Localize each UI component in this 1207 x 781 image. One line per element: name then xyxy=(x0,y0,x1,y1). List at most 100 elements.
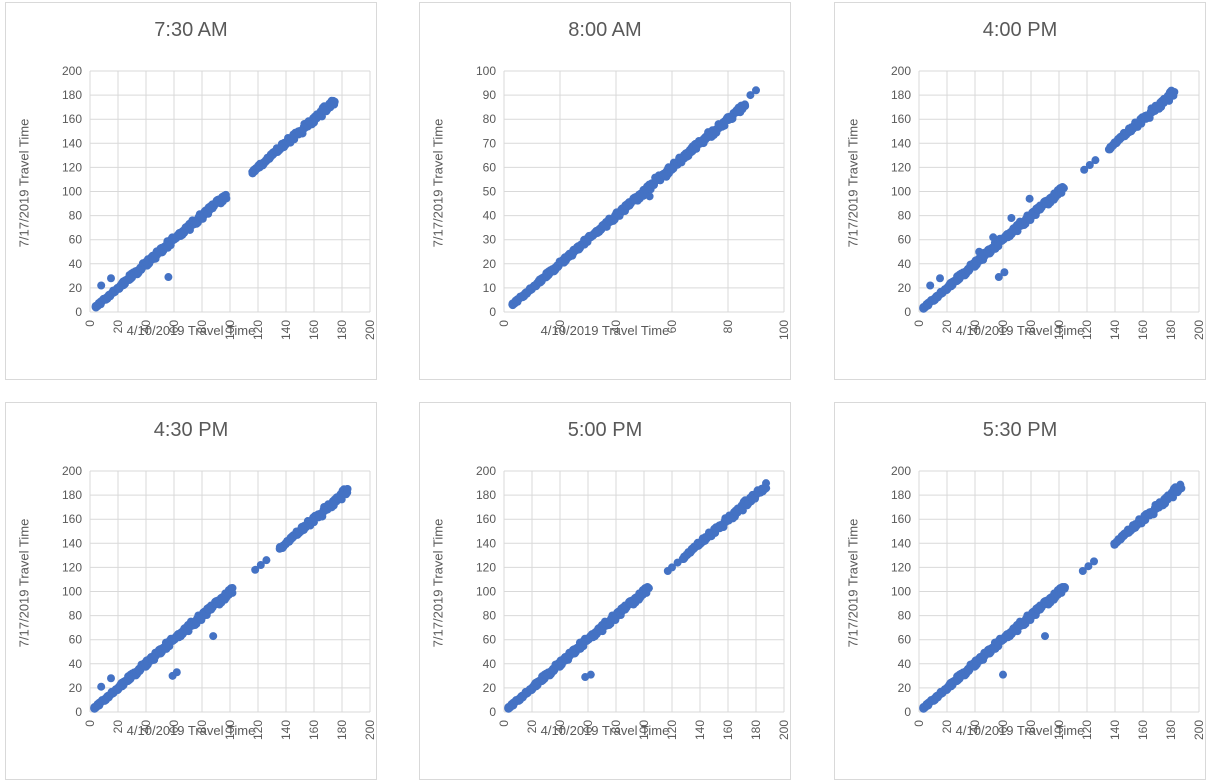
x-axis-label: 4/10/2019 Travel Time xyxy=(955,723,1085,738)
chart-title: 5:30 PM xyxy=(982,419,1058,441)
y-tick-label: 30 xyxy=(483,233,497,247)
data-point xyxy=(1025,194,1034,203)
x-tick-label: 80 xyxy=(195,720,209,734)
x-tick-label: 80 xyxy=(609,720,623,734)
x-tick-label: 200 xyxy=(1192,320,1206,340)
y-tick-label: 180 xyxy=(62,88,82,102)
x-tick-label: 140 xyxy=(279,720,293,740)
data-point xyxy=(1091,156,1100,165)
x-tick-label: 120 xyxy=(665,720,679,740)
y-tick-label: 160 xyxy=(891,512,911,526)
x-tick-label: 200 xyxy=(363,320,377,340)
x-tick-label: 160 xyxy=(1136,720,1150,740)
data-point xyxy=(1060,584,1069,593)
x-tick-label: 60 xyxy=(665,320,679,334)
x-tick-label: 80 xyxy=(1024,720,1038,734)
data-point xyxy=(251,565,260,574)
y-tick-label: 40 xyxy=(898,657,912,671)
x-tick-label: 0 xyxy=(912,320,926,327)
x-tick-label: 180 xyxy=(749,720,763,740)
y-tick-label: 100 xyxy=(62,585,82,599)
y-tick-label: 120 xyxy=(891,560,911,574)
x-tick-label: 20 xyxy=(940,720,954,734)
y-tick-label: 40 xyxy=(898,257,912,271)
chart-panel: 4:30 PM 4/10/2019 Travel Time 7/17/2019 Tr… xyxy=(5,402,377,780)
x-tick-label: 40 xyxy=(968,720,982,734)
x-axis-label: 4/10/2019 Travel Time xyxy=(126,323,256,338)
data-point xyxy=(936,274,944,283)
y-tick-label: 200 xyxy=(891,64,911,78)
x-tick-label: 80 xyxy=(195,320,209,334)
y-tick-label: 0 xyxy=(75,305,82,319)
y-tick-label: 60 xyxy=(483,633,497,647)
x-tick-label: 140 xyxy=(1108,720,1122,740)
x-tick-label: 20 xyxy=(940,320,954,334)
y-tick-label: 160 xyxy=(62,112,82,126)
scatter-plot: 0 20 40 60 80 100 120 140 160 180 200 0 20 40 60 80 100 1… xyxy=(891,64,1206,340)
x-tick-label: 0 xyxy=(497,320,511,327)
y-tick-label: 140 xyxy=(62,136,82,150)
y-tick-label: 70 xyxy=(483,136,497,150)
data-point xyxy=(994,273,1003,282)
y-tick-label: 200 xyxy=(62,464,82,478)
data-point xyxy=(343,488,352,497)
x-tick-label: 20 xyxy=(553,320,567,334)
y-tick-label: 0 xyxy=(904,305,911,319)
data-point xyxy=(762,479,771,488)
x-tick-label: 20 xyxy=(111,320,125,334)
y-tick-label: 200 xyxy=(891,464,911,478)
data-point xyxy=(256,560,265,569)
data-point xyxy=(586,670,595,679)
y-tick-label: 140 xyxy=(891,136,911,150)
data-point xyxy=(1176,480,1185,489)
x-tick-label: 120 xyxy=(251,320,265,340)
y-tick-label: 10 xyxy=(483,281,497,295)
x-tick-label: 40 xyxy=(139,320,153,334)
y-tick-label: 0 xyxy=(75,705,82,719)
y-tick-label: 120 xyxy=(891,160,911,174)
x-tick-label: 40 xyxy=(968,320,982,334)
y-tick-label: 80 xyxy=(69,209,83,223)
x-tick-label: 40 xyxy=(553,720,567,734)
x-tick-label: 60 xyxy=(167,720,181,734)
x-tick-label: 140 xyxy=(693,720,707,740)
chart-panel: 4:00 PM 4/10/2019 Travel Time 7/17/2019 Tr… xyxy=(834,2,1206,380)
x-tick-label: 180 xyxy=(335,720,349,740)
x-tick-label: 100 xyxy=(637,720,651,740)
y-tick-label: 100 xyxy=(476,585,496,599)
x-tick-label: 100 xyxy=(1052,720,1066,740)
data-point xyxy=(1085,160,1094,169)
x-tick-label: 60 xyxy=(581,720,595,734)
y-tick-label: 60 xyxy=(69,233,83,247)
y-tick-label: 100 xyxy=(476,64,496,78)
x-tick-label: 180 xyxy=(1164,720,1178,740)
y-tick-label: 40 xyxy=(483,209,497,223)
x-tick-label: 0 xyxy=(83,320,97,327)
data-point xyxy=(1169,91,1178,100)
data-point xyxy=(741,102,750,111)
x-tick-label: 20 xyxy=(111,720,125,734)
data-point xyxy=(1090,557,1098,566)
y-tick-label: 20 xyxy=(69,681,83,695)
y-tick-label: 140 xyxy=(476,536,496,550)
data-point xyxy=(1078,567,1087,576)
y-tick-label: 120 xyxy=(476,560,496,574)
x-tick-label: 0 xyxy=(497,720,511,727)
y-tick-label: 200 xyxy=(476,464,496,478)
data-point xyxy=(1007,214,1016,223)
data-point xyxy=(222,194,231,203)
x-tick-label: 60 xyxy=(996,720,1010,734)
x-tick-label: 60 xyxy=(996,320,1010,334)
y-tick-label: 100 xyxy=(62,185,82,199)
x-tick-label: 160 xyxy=(721,720,735,740)
data-point xyxy=(209,632,218,641)
x-tick-label: 180 xyxy=(1164,320,1178,340)
y-tick-label: 80 xyxy=(898,609,912,623)
x-tick-label: 100 xyxy=(223,720,237,740)
y-tick-label: 20 xyxy=(898,681,912,695)
data-point xyxy=(989,233,998,242)
x-tick-label: 140 xyxy=(279,320,293,340)
data-point xyxy=(1000,268,1009,277)
y-tick-label: 120 xyxy=(62,160,82,174)
chart-panel: 5:30 PM 4/10/2019 Travel Time 7/17/2019 Tr… xyxy=(834,402,1206,780)
